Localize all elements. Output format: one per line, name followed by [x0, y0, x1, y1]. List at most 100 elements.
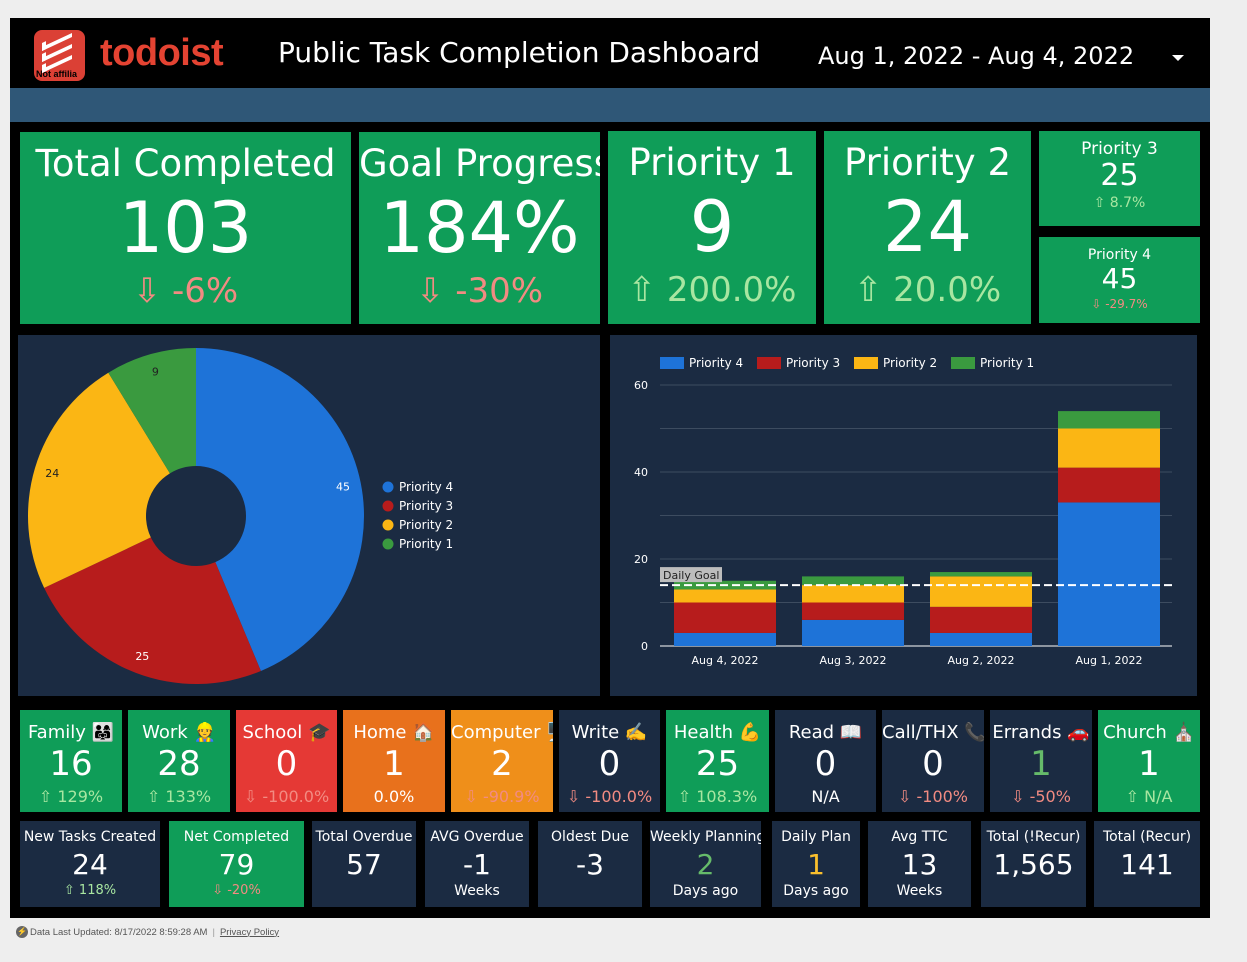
header: Not affilia todoist Public Task Completi… [10, 18, 1210, 88]
stat-value: 2 [696, 848, 715, 881]
legend-label[interactable]: Priority 3 [399, 499, 453, 513]
bar-segment[interactable] [674, 632, 776, 646]
bar-segment[interactable] [674, 589, 776, 603]
legend-label[interactable]: Priority 2 [883, 356, 937, 370]
category-change: N/A [811, 787, 840, 806]
category-label: Health 💪 [673, 722, 762, 743]
bar-segment[interactable] [1058, 467, 1160, 503]
todoist-logo-icon: Not affilia [34, 30, 85, 81]
category-tile: Health 💪 25 ⇧ 108.3% [666, 710, 769, 812]
bar-segment[interactable] [802, 602, 904, 620]
y-tick-label: 20 [634, 553, 648, 566]
bar-segment[interactable] [930, 606, 1032, 633]
legend-label[interactable]: Priority 2 [399, 518, 453, 532]
kpi-value: 25 [1100, 158, 1139, 193]
stat-subtext: ⇩ -20% [212, 883, 261, 898]
legend-label[interactable]: Priority 1 [399, 537, 453, 551]
bar-segment[interactable] [1058, 502, 1160, 646]
bar-segment[interactable] [930, 632, 1032, 646]
stat-subtext: Days ago [672, 883, 739, 899]
legend-label[interactable]: Priority 4 [399, 480, 453, 494]
divider: | [212, 926, 215, 938]
stat-value: -1 [463, 848, 491, 881]
arrow-up-icon: ⇧ [146, 787, 166, 806]
pie-chart-panel: 45 25 24 9 Priority 4 Priority 3 Priority 2 Pri… [18, 335, 600, 696]
dashboard-frame: Not affilia todoist Public Task Completi… [10, 18, 1210, 918]
legend-label[interactable]: Priority 3 [786, 356, 840, 370]
bar-segment[interactable] [1058, 428, 1160, 468]
arrow-down-icon: ⇩ [897, 787, 917, 806]
pie-slice[interactable] [44, 537, 261, 684]
kpi-total-completed: Total Completed 103 ⇩ -6% [20, 132, 351, 324]
chevron-down-icon[interactable] [1172, 55, 1184, 61]
stat-value: 141 [1120, 848, 1174, 881]
bar-segment[interactable] [802, 576, 904, 586]
legend-dot [382, 519, 394, 531]
category-change: ⇩ -100% [897, 787, 968, 806]
stat-value: -3 [576, 848, 604, 881]
stat-value: 1 [807, 848, 825, 881]
stat-subtext: Weeks [896, 883, 943, 899]
y-tick-label: 40 [634, 466, 648, 479]
category-label: Read 📖 [788, 722, 863, 743]
arrow-up-icon: ⇧ [63, 883, 79, 898]
stat-tile: Total (Recur) 141 [1094, 821, 1200, 907]
arrow-down-icon: ⇩ [212, 883, 228, 898]
pie-data-label: 24 [45, 467, 59, 480]
date-range-selector[interactable]: Aug 1, 2022 - Aug 4, 2022 [818, 42, 1135, 70]
stat-label: Avg TTC [891, 829, 948, 845]
bar-segment[interactable] [930, 572, 1032, 577]
category-change: ⇩ -90.9% [464, 787, 540, 806]
legend-label[interactable]: Priority 1 [980, 356, 1034, 370]
stat-tile: Total Overdue 57 [312, 821, 416, 907]
legend-swatch [660, 357, 684, 369]
category-label: Home 🏠 [353, 722, 435, 743]
bar-segment[interactable] [674, 602, 776, 633]
category-tile: Home 🏠 1 0.0% [343, 710, 445, 812]
category-tile: Write ✍️ 0 ⇩ -100.0% [559, 710, 660, 812]
goal-label-box [660, 567, 722, 583]
lightning-icon: ⚡ [16, 926, 28, 938]
kpi-label: Total Completed [35, 142, 336, 185]
legend-swatch [951, 357, 975, 369]
stat-label: Daily Plan [781, 829, 851, 845]
stat-label: Total Overdue [315, 829, 413, 845]
x-tick-label: Aug 4, 2022 [692, 654, 759, 667]
bar-segment[interactable] [802, 619, 904, 646]
kpi-goal-progress: Goal Progress 184% ⇩ -30% [359, 132, 600, 324]
stat-label: Total (!Recur) [986, 829, 1081, 845]
stat-value: 1,565 [993, 848, 1074, 881]
category-tile: Family 👨‍👩‍👧 16 ⇧ 129% [20, 710, 122, 812]
kpi-label: Goal Progress [359, 142, 600, 185]
legend-dot [382, 538, 394, 550]
bar-segment[interactable] [802, 585, 904, 603]
category-value: 16 [49, 744, 93, 784]
bar-segment[interactable] [1058, 411, 1160, 429]
stat-label: Net Completed [183, 829, 290, 845]
kpi-label: Priority 2 [844, 141, 1011, 184]
kpi-label: Priority 1 [628, 141, 796, 184]
category-label: Errands 🚗 [992, 722, 1090, 743]
category-tile: Errands 🚗 1 ⇩ -50% [990, 710, 1092, 812]
legend-swatch [757, 357, 781, 369]
privacy-policy-link[interactable]: Privacy Policy [219, 926, 280, 938]
category-value: 1 [383, 744, 405, 784]
kpi-change: ⇩ -6% [132, 271, 239, 311]
arrow-down-icon: ⇩ [415, 271, 456, 311]
stat-subtext: Weeks [454, 883, 500, 899]
category-change: ⇧ 133% [146, 787, 212, 806]
category-tile: Church ⛪ 1 ⇧ N/A [1098, 710, 1200, 812]
x-tick-label: Aug 2, 2022 [948, 654, 1015, 667]
brand-wordmark: todoist [100, 32, 224, 74]
legend-label[interactable]: Priority 4 [689, 356, 743, 370]
arrow-down-icon: ⇩ [1011, 787, 1030, 806]
bar-segment[interactable] [930, 576, 1032, 607]
kpi-change: ⇧ 200.0% [627, 270, 797, 310]
pie-slice[interactable] [108, 348, 196, 474]
stat-label: Weekly Planning [650, 829, 761, 845]
category-change: ⇩ -100.0% [243, 787, 330, 806]
category-value: 0 [814, 744, 837, 784]
pie-slice[interactable] [28, 372, 170, 588]
pie-slice[interactable] [196, 348, 364, 671]
category-value: 1 [1138, 744, 1160, 784]
